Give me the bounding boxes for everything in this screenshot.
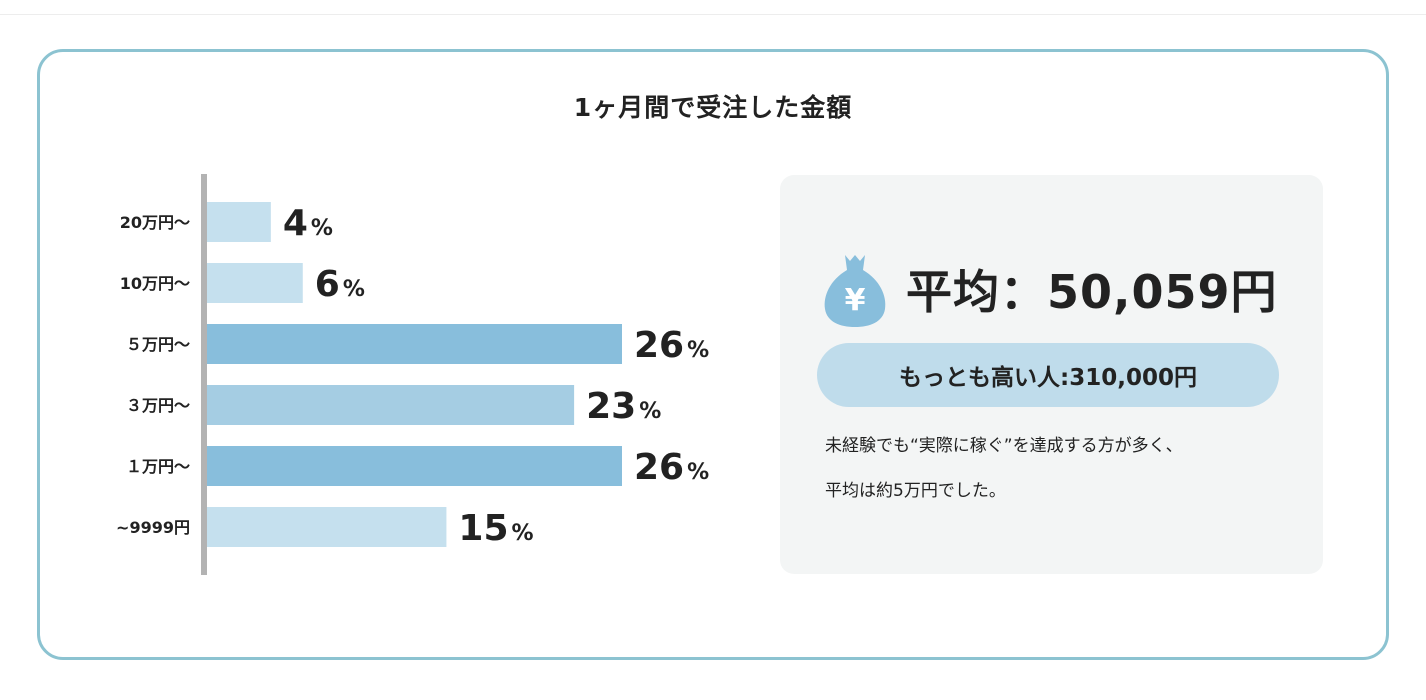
- category-tick-label: ５万円〜: [126, 335, 190, 354]
- summary-note-line-2: 平均は約5万円でした。: [825, 481, 1006, 501]
- bar-value-label: 6%: [315, 264, 365, 305]
- svg-text:¥: ¥: [845, 283, 866, 318]
- category-tick-label: １万円〜: [126, 457, 190, 476]
- max-amount-badge: もっとも高い人:310,000円: [817, 343, 1279, 407]
- summary-panel: ¥ 平均：50,059円 もっとも高い人:310,000円 未経験でも“実際に稼…: [780, 175, 1323, 574]
- bar-chart: 20万円〜 4 % 10万円〜 6 % ５万円〜 26 % ３万円〜 23 % １万円〜 26 % ~9999…: [116, 174, 709, 575]
- bar: [207, 385, 575, 425]
- average-row: ¥ 平均：50,059円: [822, 249, 1278, 329]
- bar-value-label: 26%: [634, 325, 709, 366]
- bar-value-label: 15%: [458, 508, 533, 549]
- average-amount: 平均：50,059円: [906, 265, 1278, 319]
- category-tick-label: ３万円〜: [126, 396, 190, 415]
- y-axis-line: [201, 174, 207, 575]
- page-top-divider: [0, 0, 1426, 15]
- moneybag-yen-icon: ¥: [824, 255, 886, 327]
- bar-value-label: 23%: [586, 386, 661, 427]
- bar: [207, 324, 622, 364]
- bar: [207, 507, 447, 547]
- bar: [207, 263, 303, 303]
- chart-title: 1ヶ月間で受注した金額: [573, 93, 853, 122]
- category-tick-label: 10万円〜: [120, 274, 190, 293]
- category-tick-label: ~9999円: [116, 518, 190, 537]
- bar: [207, 202, 271, 242]
- bar-value-label: 4%: [283, 203, 333, 244]
- summary-note-line-1: 未経験でも“実際に稼ぐ”を達成する方が多く、: [825, 436, 1183, 456]
- category-tick-label: 20万円〜: [120, 213, 190, 232]
- bar-value-label: 26%: [634, 447, 709, 488]
- bar: [207, 446, 622, 486]
